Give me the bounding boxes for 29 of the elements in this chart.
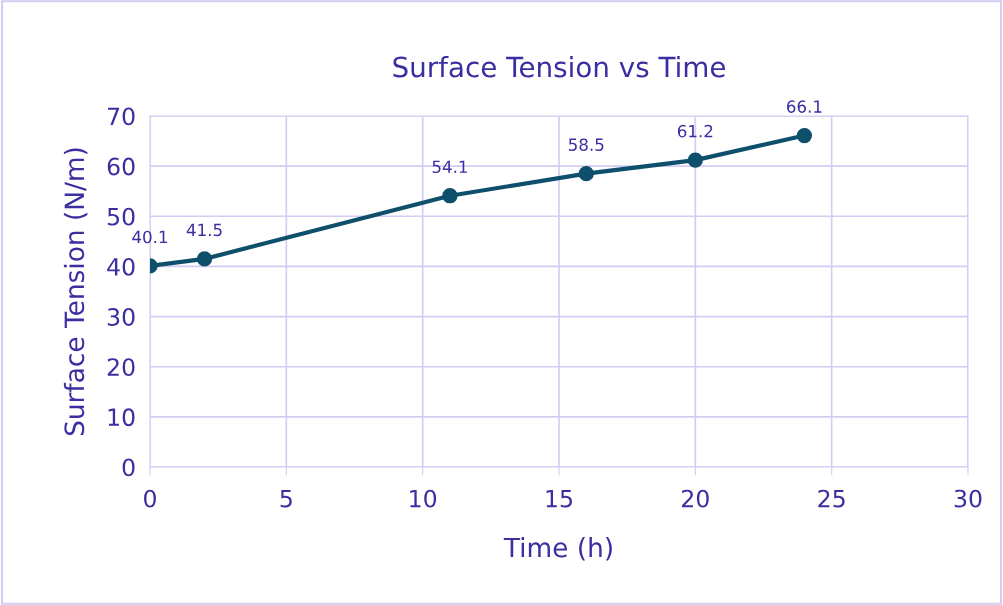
point: [578, 166, 594, 182]
x-tick-label: 5: [280, 489, 292, 508]
y-tick-label: 50: [107, 207, 135, 226]
data-label: 61.2: [677, 124, 713, 138]
y-axis-title: Surface Tension (N/m): [63, 148, 88, 436]
x-tick-label: 10: [410, 489, 437, 508]
y-tick-label: 30: [107, 308, 135, 326]
x-axis-title: Time (h): [503, 537, 612, 561]
data-label: 41.5: [186, 223, 222, 237]
data-label: 66.1: [787, 100, 822, 113]
y-tick-label: 10: [108, 408, 135, 427]
x-tick-label: 25: [818, 489, 845, 508]
y-tick-label: 0: [122, 458, 135, 477]
y-tick-label: 20: [107, 358, 135, 377]
x-tick-label: 15: [546, 489, 572, 508]
point: [687, 152, 703, 168]
point: [796, 127, 813, 144]
y-tick-label: 70: [108, 107, 135, 126]
data-label: 54.1: [432, 160, 467, 174]
x-tick-label: 20: [682, 489, 709, 508]
data-label: 40.1: [132, 230, 168, 244]
y-tick-label: 60: [107, 157, 135, 176]
x-tick-label: 0: [144, 489, 156, 508]
chart-title: Surface Tension vs Time: [393, 56, 725, 78]
x-tick-label: 30: [954, 489, 982, 508]
point: [442, 188, 458, 204]
data-label: 58.5: [569, 138, 604, 151]
point: [196, 251, 213, 267]
y-tick-label: 40: [107, 257, 135, 276]
